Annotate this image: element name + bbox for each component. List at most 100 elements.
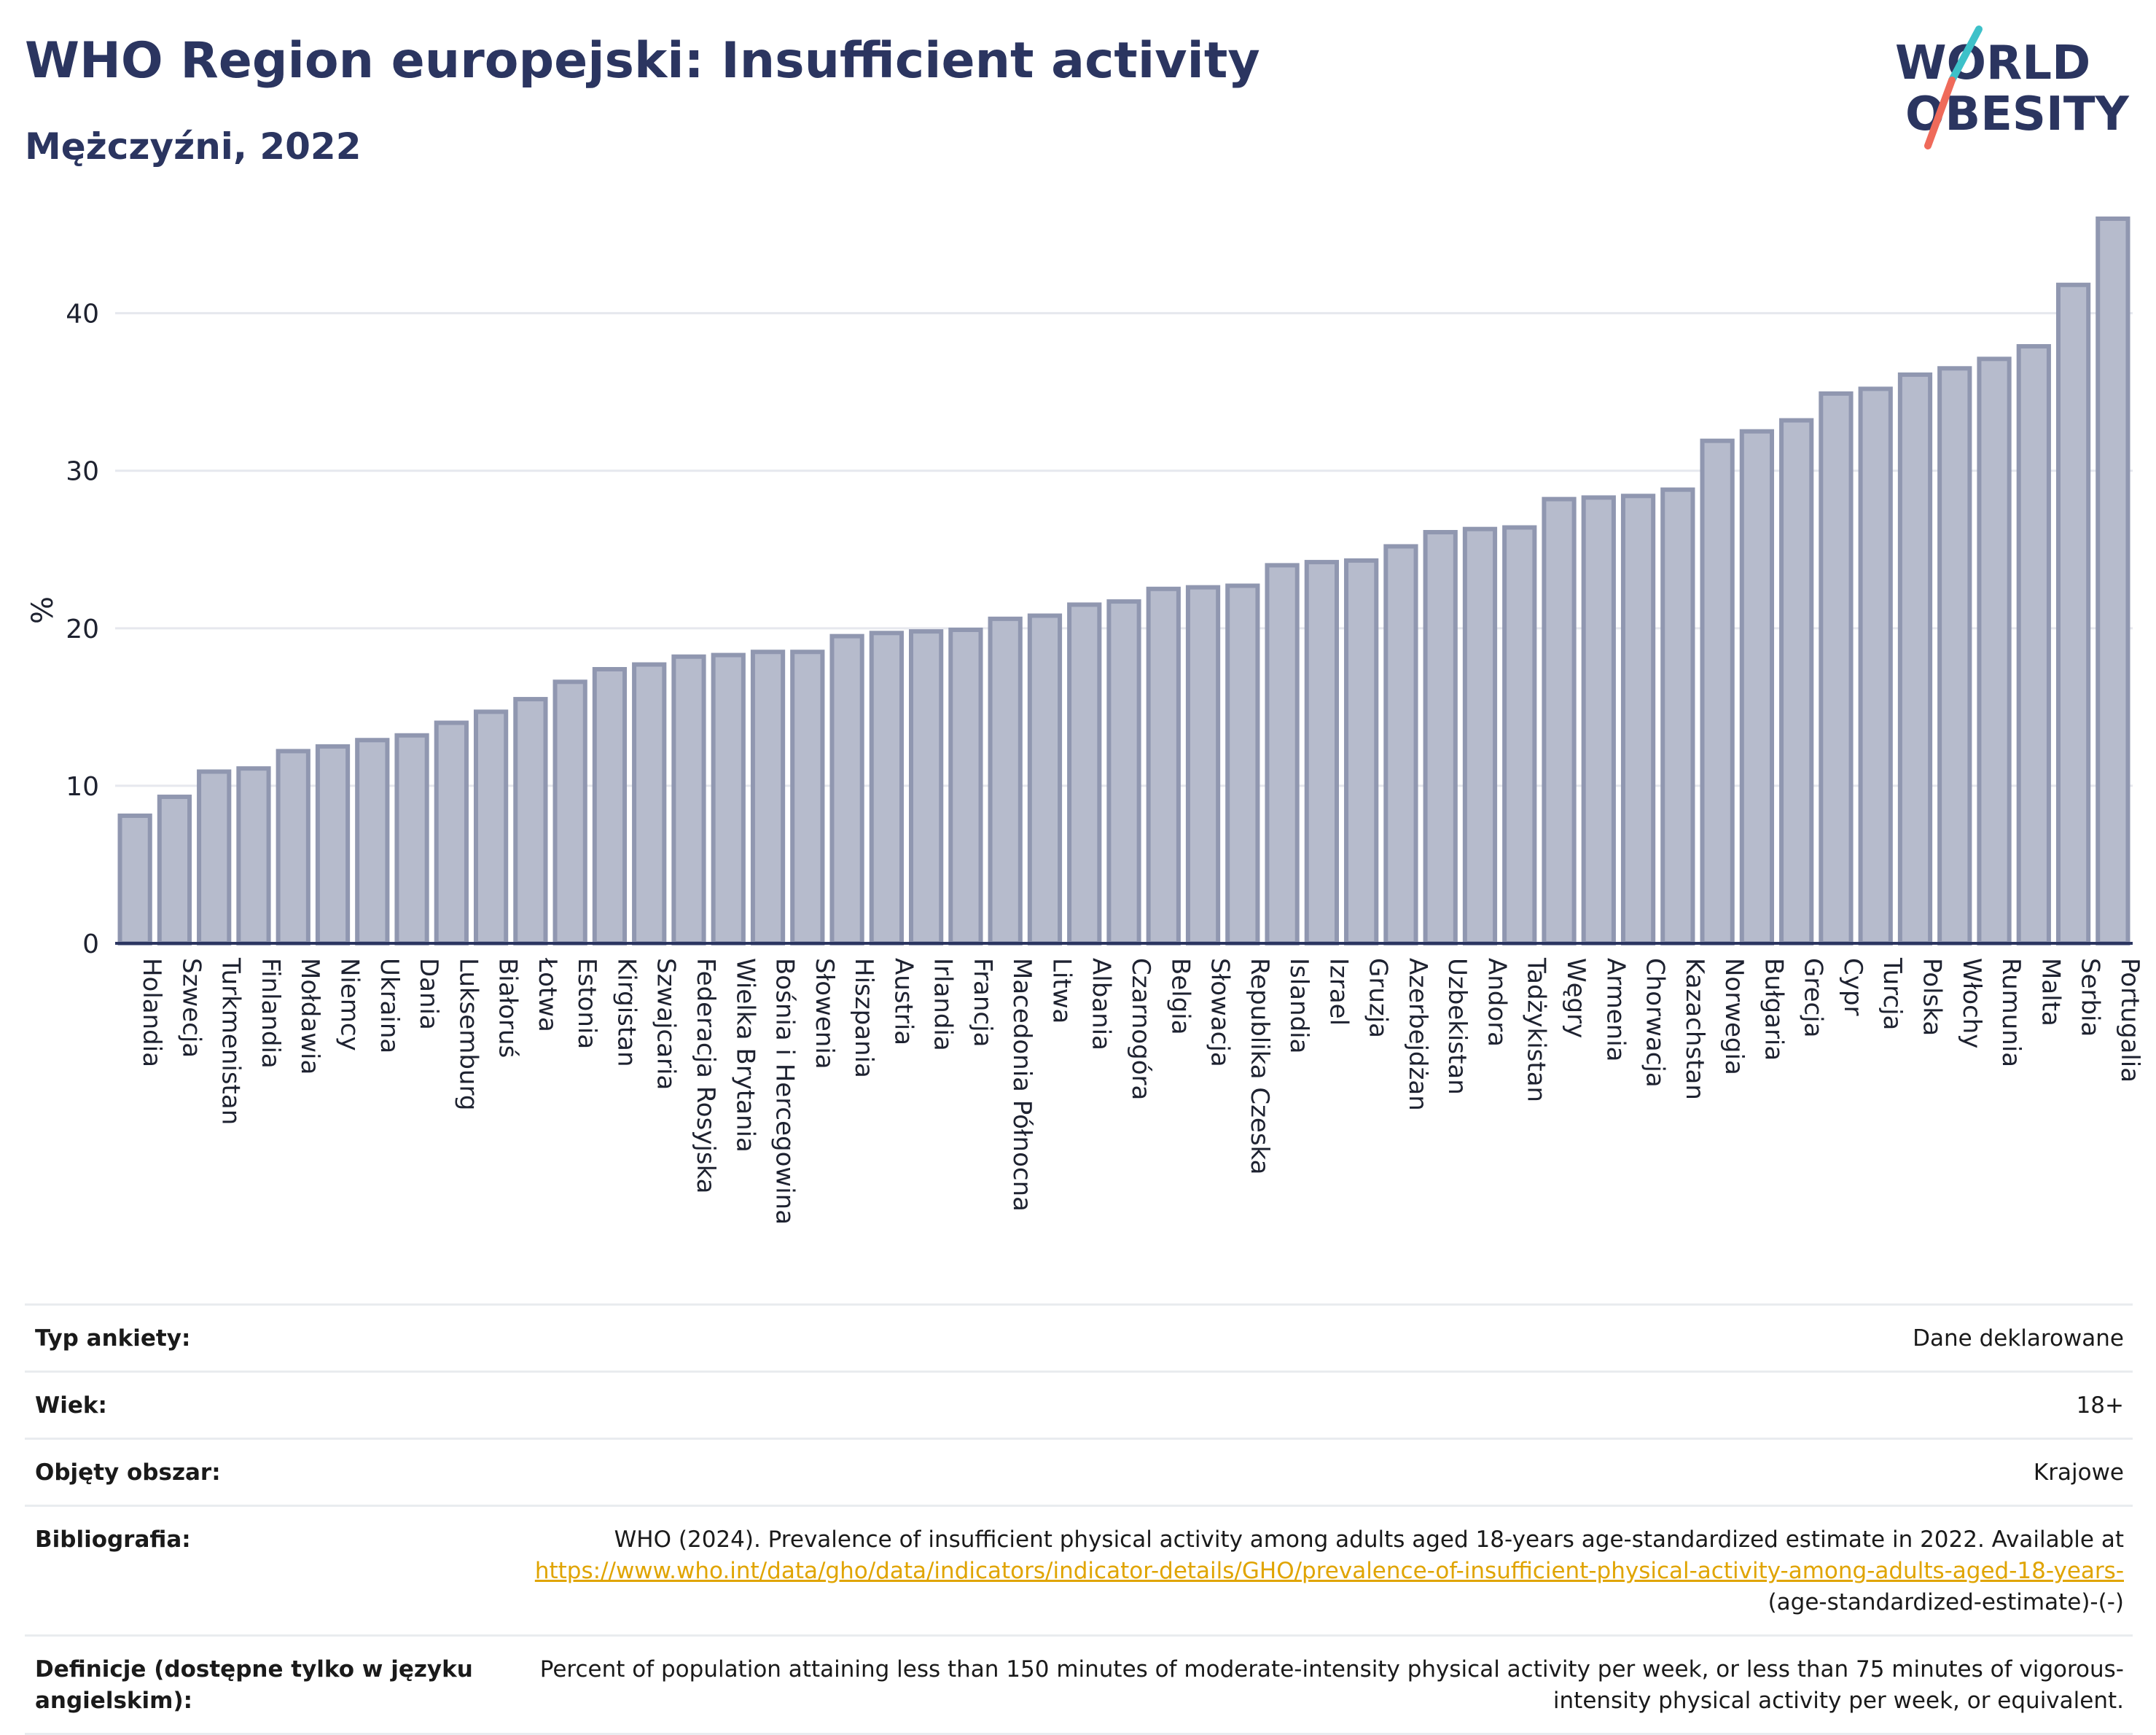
x-tick-label: Islandia bbox=[1284, 958, 1313, 1053]
bar bbox=[750, 650, 786, 946]
x-tick-label: Czarnogóra bbox=[1126, 958, 1155, 1100]
bibliography-suffix: (age-standardized-estimate)-(-) bbox=[1768, 1589, 2124, 1615]
x-tick-label: Serbia bbox=[2076, 958, 2105, 1037]
x-tick-label: Finlandia bbox=[256, 958, 285, 1069]
bar bbox=[1106, 599, 1141, 946]
x-tick-label: Uzbekistan bbox=[1442, 958, 1472, 1095]
meta-label: Bibliografia: bbox=[25, 1505, 510, 1636]
y-tick-label: 0 bbox=[82, 929, 99, 959]
x-tick-label: Azerbejdżan bbox=[1403, 958, 1432, 1111]
x-tick-label: Armenia bbox=[1601, 958, 1630, 1062]
x-tick-label: Szwecja bbox=[176, 958, 206, 1058]
x-tick-label: Austria bbox=[888, 958, 918, 1045]
meta-row-bibliography: Bibliografia: WHO (2024). Prevalence of … bbox=[25, 1505, 2133, 1636]
x-tick-label: Łotwa bbox=[533, 957, 562, 1032]
bibliography-text: WHO (2024). Prevalence of insufficient p… bbox=[614, 1527, 2124, 1553]
x-tick-label: Belgia bbox=[1165, 958, 1195, 1035]
x-tick-label: Irlandia bbox=[929, 958, 958, 1051]
x-tick-label: Andora bbox=[1482, 958, 1511, 1047]
x-tick-label: Słowacja bbox=[1206, 958, 1235, 1067]
meta-label: Typ ankiety: bbox=[25, 1303, 510, 1372]
x-tick-label: Malta bbox=[2036, 958, 2065, 1026]
x-tick-label: Albania bbox=[1087, 958, 1116, 1050]
x-tick-label: Chorwacja bbox=[1641, 958, 1670, 1088]
bibliography-link[interactable]: https://www.who.int/data/gho/data/indica… bbox=[534, 1558, 2124, 1584]
x-tick-label: Macedonia Północna bbox=[1007, 958, 1036, 1212]
bar bbox=[2055, 282, 2091, 946]
x-tick-label: Bułgaria bbox=[1759, 958, 1788, 1061]
bar bbox=[1067, 602, 1102, 946]
x-tick-label: Hiszpania bbox=[849, 958, 878, 1078]
chart-title: WHO Region europejski: Insufficient acti… bbox=[25, 32, 1260, 90]
bar bbox=[276, 749, 310, 946]
bar bbox=[2016, 344, 2051, 946]
bar bbox=[1620, 494, 1656, 946]
bar bbox=[1383, 544, 1418, 946]
bar bbox=[1225, 583, 1260, 946]
bar bbox=[117, 813, 152, 946]
x-tick-label: Portugalia bbox=[2115, 958, 2144, 1083]
x-tick-label: Turkmenistan bbox=[216, 957, 246, 1125]
bar bbox=[1462, 526, 1498, 946]
y-axis-label: % bbox=[26, 596, 60, 624]
meta-label: Objęty obszar: bbox=[25, 1438, 510, 1506]
bar bbox=[434, 720, 469, 946]
bar bbox=[632, 662, 667, 946]
x-tick-label: Dania bbox=[414, 958, 443, 1030]
bar bbox=[869, 631, 904, 946]
bar bbox=[236, 766, 271, 946]
x-tick-label: Kirgistan bbox=[612, 958, 641, 1067]
meta-value: Krajowe bbox=[510, 1438, 2133, 1506]
bar bbox=[1185, 585, 1221, 946]
metadata-table: Typ ankiety: Dane deklarowane Wiek: 18+ … bbox=[25, 1303, 2133, 1735]
x-tick-label: Estonia bbox=[572, 958, 601, 1049]
bar bbox=[355, 738, 390, 946]
bar bbox=[1027, 613, 1063, 946]
x-tick-label: Norwegia bbox=[1719, 958, 1749, 1075]
x-tick-label: Federacja Rosyjska bbox=[691, 958, 720, 1194]
x-tick-label: Rumunia bbox=[1996, 958, 2026, 1067]
bar bbox=[1977, 356, 2012, 946]
meta-label: Definicje (dostępne tylko w języku angie… bbox=[25, 1634, 510, 1735]
logo-line1: WORLD bbox=[1895, 36, 2090, 90]
x-tick-label: Turcja bbox=[1878, 957, 1907, 1030]
bar bbox=[988, 616, 1023, 946]
bar bbox=[197, 769, 232, 946]
x-tick-label: Polska bbox=[1917, 958, 1946, 1036]
x-tick-label: Włochy bbox=[1957, 958, 1986, 1048]
bar bbox=[552, 679, 587, 946]
y-tick-label: 40 bbox=[66, 300, 99, 330]
x-tick-label: Holandia bbox=[137, 958, 166, 1067]
x-tick-label: Mołdawia bbox=[295, 958, 324, 1075]
bar bbox=[473, 709, 509, 946]
x-tick-label: Francja bbox=[968, 958, 997, 1047]
bar bbox=[1304, 560, 1339, 946]
meta-value: Percent of population attaining less tha… bbox=[510, 1634, 2133, 1735]
x-tick-label: Słowenia bbox=[810, 958, 839, 1069]
meta-value: 18+ bbox=[510, 1371, 2133, 1439]
x-tick-label: Bośnia i Hercegowina bbox=[770, 958, 800, 1225]
bar bbox=[1739, 429, 1775, 946]
logo-slash-teal bbox=[1948, 26, 1983, 84]
bar bbox=[1265, 563, 1300, 946]
bar bbox=[1146, 586, 1181, 946]
bar bbox=[1344, 558, 1379, 946]
x-tick-label: Grecja bbox=[1799, 958, 1828, 1037]
x-tick-label: Tadżykistan bbox=[1522, 957, 1551, 1102]
bar bbox=[394, 733, 429, 946]
bar bbox=[711, 652, 746, 946]
bar bbox=[790, 650, 825, 946]
bar bbox=[1819, 391, 1854, 946]
bar bbox=[1581, 495, 1616, 946]
bar bbox=[315, 744, 351, 946]
bar bbox=[1423, 530, 1458, 946]
meta-row-definitions: Definicje (dostępne tylko w języku angie… bbox=[25, 1634, 2133, 1735]
y-tick-label: 30 bbox=[66, 457, 99, 487]
x-tick-label: Izrael bbox=[1324, 958, 1353, 1026]
bar bbox=[157, 795, 192, 946]
bar bbox=[1897, 372, 1933, 946]
x-tick-label: Białoruś bbox=[493, 958, 523, 1058]
x-tick-label: Gruzja bbox=[1364, 958, 1393, 1038]
x-tick-label: Ukraina bbox=[375, 958, 404, 1053]
x-tick-label: Wielka Brytania bbox=[730, 958, 759, 1153]
